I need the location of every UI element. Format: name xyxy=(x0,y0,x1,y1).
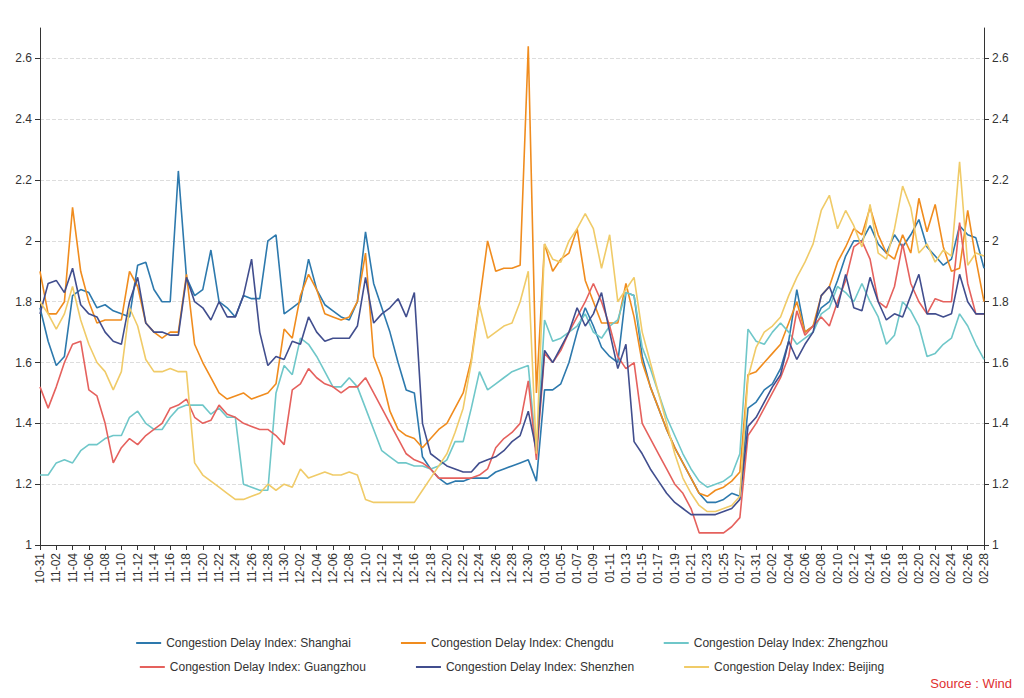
svg-text:Congestion Delay Index: Guangz: Congestion Delay Index: Guangzhou xyxy=(170,660,366,674)
svg-text:2.6: 2.6 xyxy=(15,51,32,65)
svg-text:02-04: 02-04 xyxy=(782,553,796,584)
svg-text:02-28: 02-28 xyxy=(977,553,991,584)
svg-text:12-24: 12-24 xyxy=(472,553,486,584)
svg-text:12-30: 12-30 xyxy=(521,553,535,584)
svg-text:Congestion Delay Index: Beijin: Congestion Delay Index: Beijing xyxy=(714,660,884,674)
svg-text:02-26: 02-26 xyxy=(961,553,975,584)
svg-text:12-18: 12-18 xyxy=(424,553,438,584)
svg-text:01-07: 01-07 xyxy=(570,553,584,584)
svg-text:11-24: 11-24 xyxy=(228,553,242,583)
svg-text:11-30: 11-30 xyxy=(277,553,291,583)
svg-text:Congestion Delay Index: Shangh: Congestion Delay Index: Shanghai xyxy=(166,636,351,650)
svg-text:Source : Wind: Source : Wind xyxy=(930,676,1012,691)
svg-text:11-08: 11-08 xyxy=(98,553,112,583)
svg-text:2.4: 2.4 xyxy=(992,112,1009,126)
svg-text:1.4: 1.4 xyxy=(15,416,32,430)
svg-text:02-02: 02-02 xyxy=(765,553,779,584)
svg-text:02-08: 02-08 xyxy=(814,553,828,584)
svg-text:01-27: 01-27 xyxy=(733,553,747,584)
svg-text:1.8: 1.8 xyxy=(992,295,1009,309)
svg-text:12-26: 12-26 xyxy=(489,553,503,584)
svg-text:01-25: 01-25 xyxy=(717,553,731,584)
svg-text:12-22: 12-22 xyxy=(456,553,470,584)
svg-text:Congestion Delay Index: Shenzh: Congestion Delay Index: Shenzhen xyxy=(446,660,634,674)
svg-text:1: 1 xyxy=(992,538,999,552)
svg-text:01-23: 01-23 xyxy=(700,553,714,584)
svg-text:12-20: 12-20 xyxy=(440,553,454,584)
svg-text:11-04: 11-04 xyxy=(66,553,80,583)
svg-text:1.2: 1.2 xyxy=(992,477,1009,491)
svg-text:11-16: 11-16 xyxy=(163,553,177,583)
svg-text:Congestion Delay Index: Zhengz: Congestion Delay Index: Zhengzhou xyxy=(694,636,888,650)
svg-text:01-15: 01-15 xyxy=(635,553,649,584)
svg-text:11-10: 11-10 xyxy=(114,553,128,583)
svg-text:02-18: 02-18 xyxy=(896,553,910,584)
svg-text:1.8: 1.8 xyxy=(15,295,32,309)
svg-text:11-18: 11-18 xyxy=(179,553,193,583)
svg-text:11-14: 11-14 xyxy=(147,553,161,583)
svg-text:2.6: 2.6 xyxy=(992,51,1009,65)
svg-text:02-12: 02-12 xyxy=(847,553,861,584)
svg-text:01-13: 01-13 xyxy=(619,553,633,584)
svg-text:11-26: 11-26 xyxy=(245,553,259,583)
svg-text:1.6: 1.6 xyxy=(15,356,32,370)
svg-text:1.6: 1.6 xyxy=(992,356,1009,370)
svg-text:11-28: 11-28 xyxy=(261,553,275,583)
svg-text:12-16: 12-16 xyxy=(407,553,421,584)
svg-text:2: 2 xyxy=(992,234,999,248)
svg-text:12-08: 12-08 xyxy=(342,553,356,584)
svg-text:11-22: 11-22 xyxy=(212,553,226,583)
svg-text:12-28: 12-28 xyxy=(505,553,519,584)
svg-text:12-04: 12-04 xyxy=(310,553,324,584)
svg-text:11-02: 11-02 xyxy=(49,553,63,583)
svg-text:01-17: 01-17 xyxy=(651,553,665,584)
svg-text:11-06: 11-06 xyxy=(82,553,96,583)
svg-text:01-05: 01-05 xyxy=(554,553,568,584)
svg-text:02-06: 02-06 xyxy=(798,553,812,584)
svg-text:1: 1 xyxy=(25,538,32,552)
svg-text:02-24: 02-24 xyxy=(944,553,958,584)
svg-text:02-14: 02-14 xyxy=(863,553,877,584)
svg-text:01-19: 01-19 xyxy=(668,553,682,584)
svg-text:01-11: 01-11 xyxy=(603,553,617,583)
svg-text:2.2: 2.2 xyxy=(992,173,1009,187)
svg-text:01-09: 01-09 xyxy=(586,553,600,584)
svg-text:12-06: 12-06 xyxy=(326,553,340,584)
svg-text:01-21: 01-21 xyxy=(684,553,698,584)
svg-text:1.4: 1.4 xyxy=(992,416,1009,430)
svg-text:10-31: 10-31 xyxy=(33,553,47,584)
svg-text:12-10: 12-10 xyxy=(359,553,373,584)
svg-text:2.2: 2.2 xyxy=(15,173,32,187)
svg-text:11-20: 11-20 xyxy=(196,553,210,583)
svg-text:02-16: 02-16 xyxy=(879,553,893,584)
svg-text:12-14: 12-14 xyxy=(391,553,405,584)
svg-text:01-31: 01-31 xyxy=(749,553,763,584)
svg-text:2: 2 xyxy=(25,234,32,248)
svg-text:01-03: 01-03 xyxy=(538,553,552,584)
svg-text:11-12: 11-12 xyxy=(131,553,145,583)
svg-text:Congestion Delay Index: Chengd: Congestion Delay Index: Chengdu xyxy=(431,636,614,650)
svg-text:02-20: 02-20 xyxy=(912,553,926,584)
svg-text:12-02: 12-02 xyxy=(293,553,307,584)
svg-text:12-12: 12-12 xyxy=(375,553,389,584)
svg-text:02-10: 02-10 xyxy=(831,553,845,584)
svg-text:2.4: 2.4 xyxy=(15,112,32,126)
svg-text:02-22: 02-22 xyxy=(928,553,942,584)
svg-text:1.2: 1.2 xyxy=(15,477,32,491)
